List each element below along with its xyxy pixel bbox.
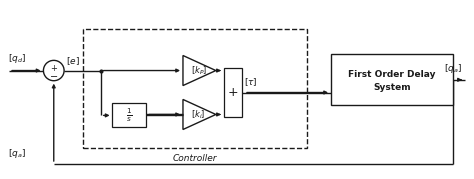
Text: Controller: Controller bbox=[173, 154, 217, 163]
Text: $\frac{1}{s}$: $\frac{1}{s}$ bbox=[126, 107, 133, 124]
Text: +: + bbox=[228, 86, 238, 99]
Text: $[q_a]$: $[q_a]$ bbox=[8, 147, 26, 160]
FancyBboxPatch shape bbox=[331, 54, 453, 105]
Text: $[k_P]$: $[k_P]$ bbox=[191, 64, 207, 77]
Text: $[k_i]$: $[k_i]$ bbox=[191, 108, 206, 121]
Text: +: + bbox=[50, 64, 57, 73]
FancyBboxPatch shape bbox=[224, 68, 242, 117]
Text: $[\tau]$: $[\tau]$ bbox=[244, 76, 258, 88]
Text: System: System bbox=[373, 83, 411, 92]
Text: −: − bbox=[50, 72, 58, 82]
Text: $[q_d]$: $[q_d]$ bbox=[8, 52, 27, 65]
Text: First Order Delay: First Order Delay bbox=[348, 70, 436, 79]
Circle shape bbox=[44, 60, 64, 81]
Text: $[e]$: $[e]$ bbox=[66, 55, 80, 67]
FancyBboxPatch shape bbox=[112, 103, 146, 127]
Text: $[q_a]$: $[q_a]$ bbox=[445, 62, 463, 75]
